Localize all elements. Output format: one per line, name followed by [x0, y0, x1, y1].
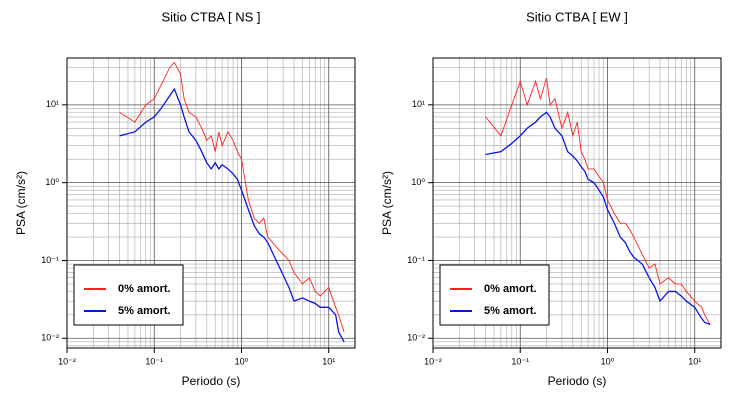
chart-title: Sitio CTBA [ EW ] — [526, 9, 628, 24]
y-tick-label: 10⁻² — [41, 333, 59, 343]
series-line — [485, 78, 711, 325]
x-axis-label: Periodo (s) — [548, 374, 607, 388]
legend-label: 0% amort. — [484, 283, 537, 295]
series-line — [119, 87, 345, 343]
x-tick-label: 10¹ — [688, 356, 701, 366]
series-line — [119, 61, 345, 333]
legend-box — [73, 264, 184, 326]
x-tick-label: 10¹ — [322, 356, 335, 366]
y-axis-label: PSA (cm/s²) — [14, 171, 28, 235]
x-tick-label: 10⁻² — [58, 356, 76, 366]
plot-frame — [66, 57, 356, 349]
x-tick-label: 10⁰ — [601, 356, 615, 366]
chart-title: Sitio CTBA [ NS ] — [162, 9, 261, 24]
series-line — [485, 111, 711, 326]
x-tick-label: 10⁰ — [235, 356, 249, 366]
legend-box — [439, 264, 550, 326]
x-tick-label: 10⁻² — [424, 356, 442, 366]
y-tick-label: 10¹ — [46, 99, 59, 109]
x-tick-label: 10⁻¹ — [145, 356, 163, 366]
y-tick-label: 10⁻¹ — [41, 255, 59, 265]
legend-label: 0% amort. — [118, 283, 171, 295]
y-tick-label: 10¹ — [412, 99, 425, 109]
legend-label: 5% amort. — [118, 305, 171, 317]
x-tick-label: 10⁻¹ — [511, 356, 529, 366]
y-tick-label: 10⁰ — [411, 177, 425, 187]
x-axis-label: Periodo (s) — [182, 374, 241, 388]
y-tick-label: 10⁰ — [45, 177, 59, 187]
y-tick-label: 10⁻¹ — [407, 255, 425, 265]
y-tick-label: 10⁻² — [407, 333, 425, 343]
legend-label: 5% amort. — [484, 305, 537, 317]
plot-frame — [432, 57, 722, 349]
y-axis-label: PSA (cm/s²) — [380, 171, 394, 235]
